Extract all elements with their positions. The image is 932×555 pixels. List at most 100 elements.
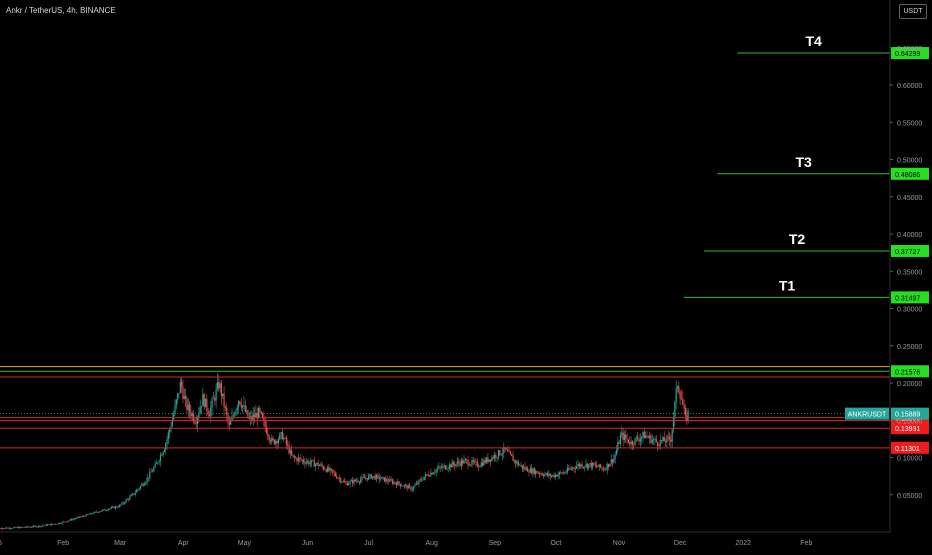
candle-body [539,473,541,475]
candle-body [596,464,598,467]
candle-body [562,472,565,474]
candle-body [13,527,16,528]
candle-body [557,474,559,477]
candle-body [499,450,501,456]
candle-body [621,432,623,436]
target-price-badge [891,167,929,180]
candle-body [341,481,343,483]
candle-body [314,464,317,467]
y-tick-label: 0.45000 [897,195,922,202]
candle-body [397,481,399,486]
candle-body [565,472,567,473]
candle-body [523,466,525,469]
candle-body [109,508,111,510]
candle-body [589,463,591,465]
candle-body [630,441,632,445]
candle-body [383,477,386,482]
currency-selector[interactable]: USDT [899,4,927,19]
candle-body [243,405,245,406]
candle-body [32,525,34,527]
y-tick-label: 0.60000 [897,83,922,90]
candle-body [178,393,180,394]
candle-body [520,464,522,466]
candle-body [203,394,205,408]
candle-body [646,435,648,437]
candle-body [92,513,94,515]
resistance-price-badge [891,365,929,378]
candle-body [659,440,661,447]
candle-body [128,499,130,500]
candle-body [236,407,238,411]
candle-body [378,475,380,480]
candle-body [149,471,151,478]
candle-body [413,486,415,490]
target-price-label: 0.31497 [895,295,920,302]
candle-body [421,479,423,481]
candle-body [637,437,639,440]
candle-body [239,401,241,404]
candle-body [124,502,126,504]
candle-body [409,485,411,487]
candle-body [310,460,313,463]
candle-body [417,483,419,484]
candle-body [3,528,5,529]
axis-layer: 0.05000 0.10000 0.15000 0.20000 0.25000 0.300… [0,0,922,547]
candle-body [687,410,689,421]
candle-body [33,525,36,527]
candle-body [7,527,9,529]
candle-body [276,440,278,444]
candle-body [606,463,608,470]
candle-body [231,416,233,422]
candle-body [395,483,398,486]
candle-body [597,466,599,468]
candle-body [0,528,2,529]
candle-body [267,433,269,436]
candle-body [586,463,588,468]
candle-body [438,466,440,469]
candle-body [426,474,428,475]
candle-body [264,420,266,427]
candle-body [363,477,366,479]
candle-body [679,392,681,399]
candle-body [141,483,143,486]
candle-body [187,404,189,410]
candle-body [198,413,200,418]
candle-body [656,442,659,446]
candle-body [350,480,352,482]
candle-body [232,415,234,417]
candle-body [52,523,54,525]
candle-body [627,439,630,443]
candle-body [6,527,8,529]
candle-body [299,457,301,459]
candle-body [386,478,388,482]
candle-body [398,481,400,484]
candle-body [549,473,551,477]
candle-body [592,462,594,468]
candle-body [94,511,97,513]
candle-body [631,441,634,445]
candle-body [89,513,91,515]
candle-body [76,517,78,519]
y-tick-label: 0.50000 [897,158,922,165]
symbol-label: ANKRUSDT [848,412,887,419]
candle-body [105,510,107,511]
candle-body [501,452,504,455]
candle-body [78,516,81,518]
candle-body [484,460,486,463]
candle-body [580,464,582,467]
candle-body [163,449,165,452]
candle-body [279,433,281,440]
candle-body [131,493,134,495]
candle-body [256,413,258,419]
candle-body [435,469,437,473]
candle-body [263,417,265,421]
candle-body [138,488,140,490]
candle-body [220,383,223,397]
candle-body [10,528,12,530]
candle-body [390,479,392,481]
candle-body [654,438,656,440]
candle-body [285,437,287,445]
candle-body [4,527,6,529]
